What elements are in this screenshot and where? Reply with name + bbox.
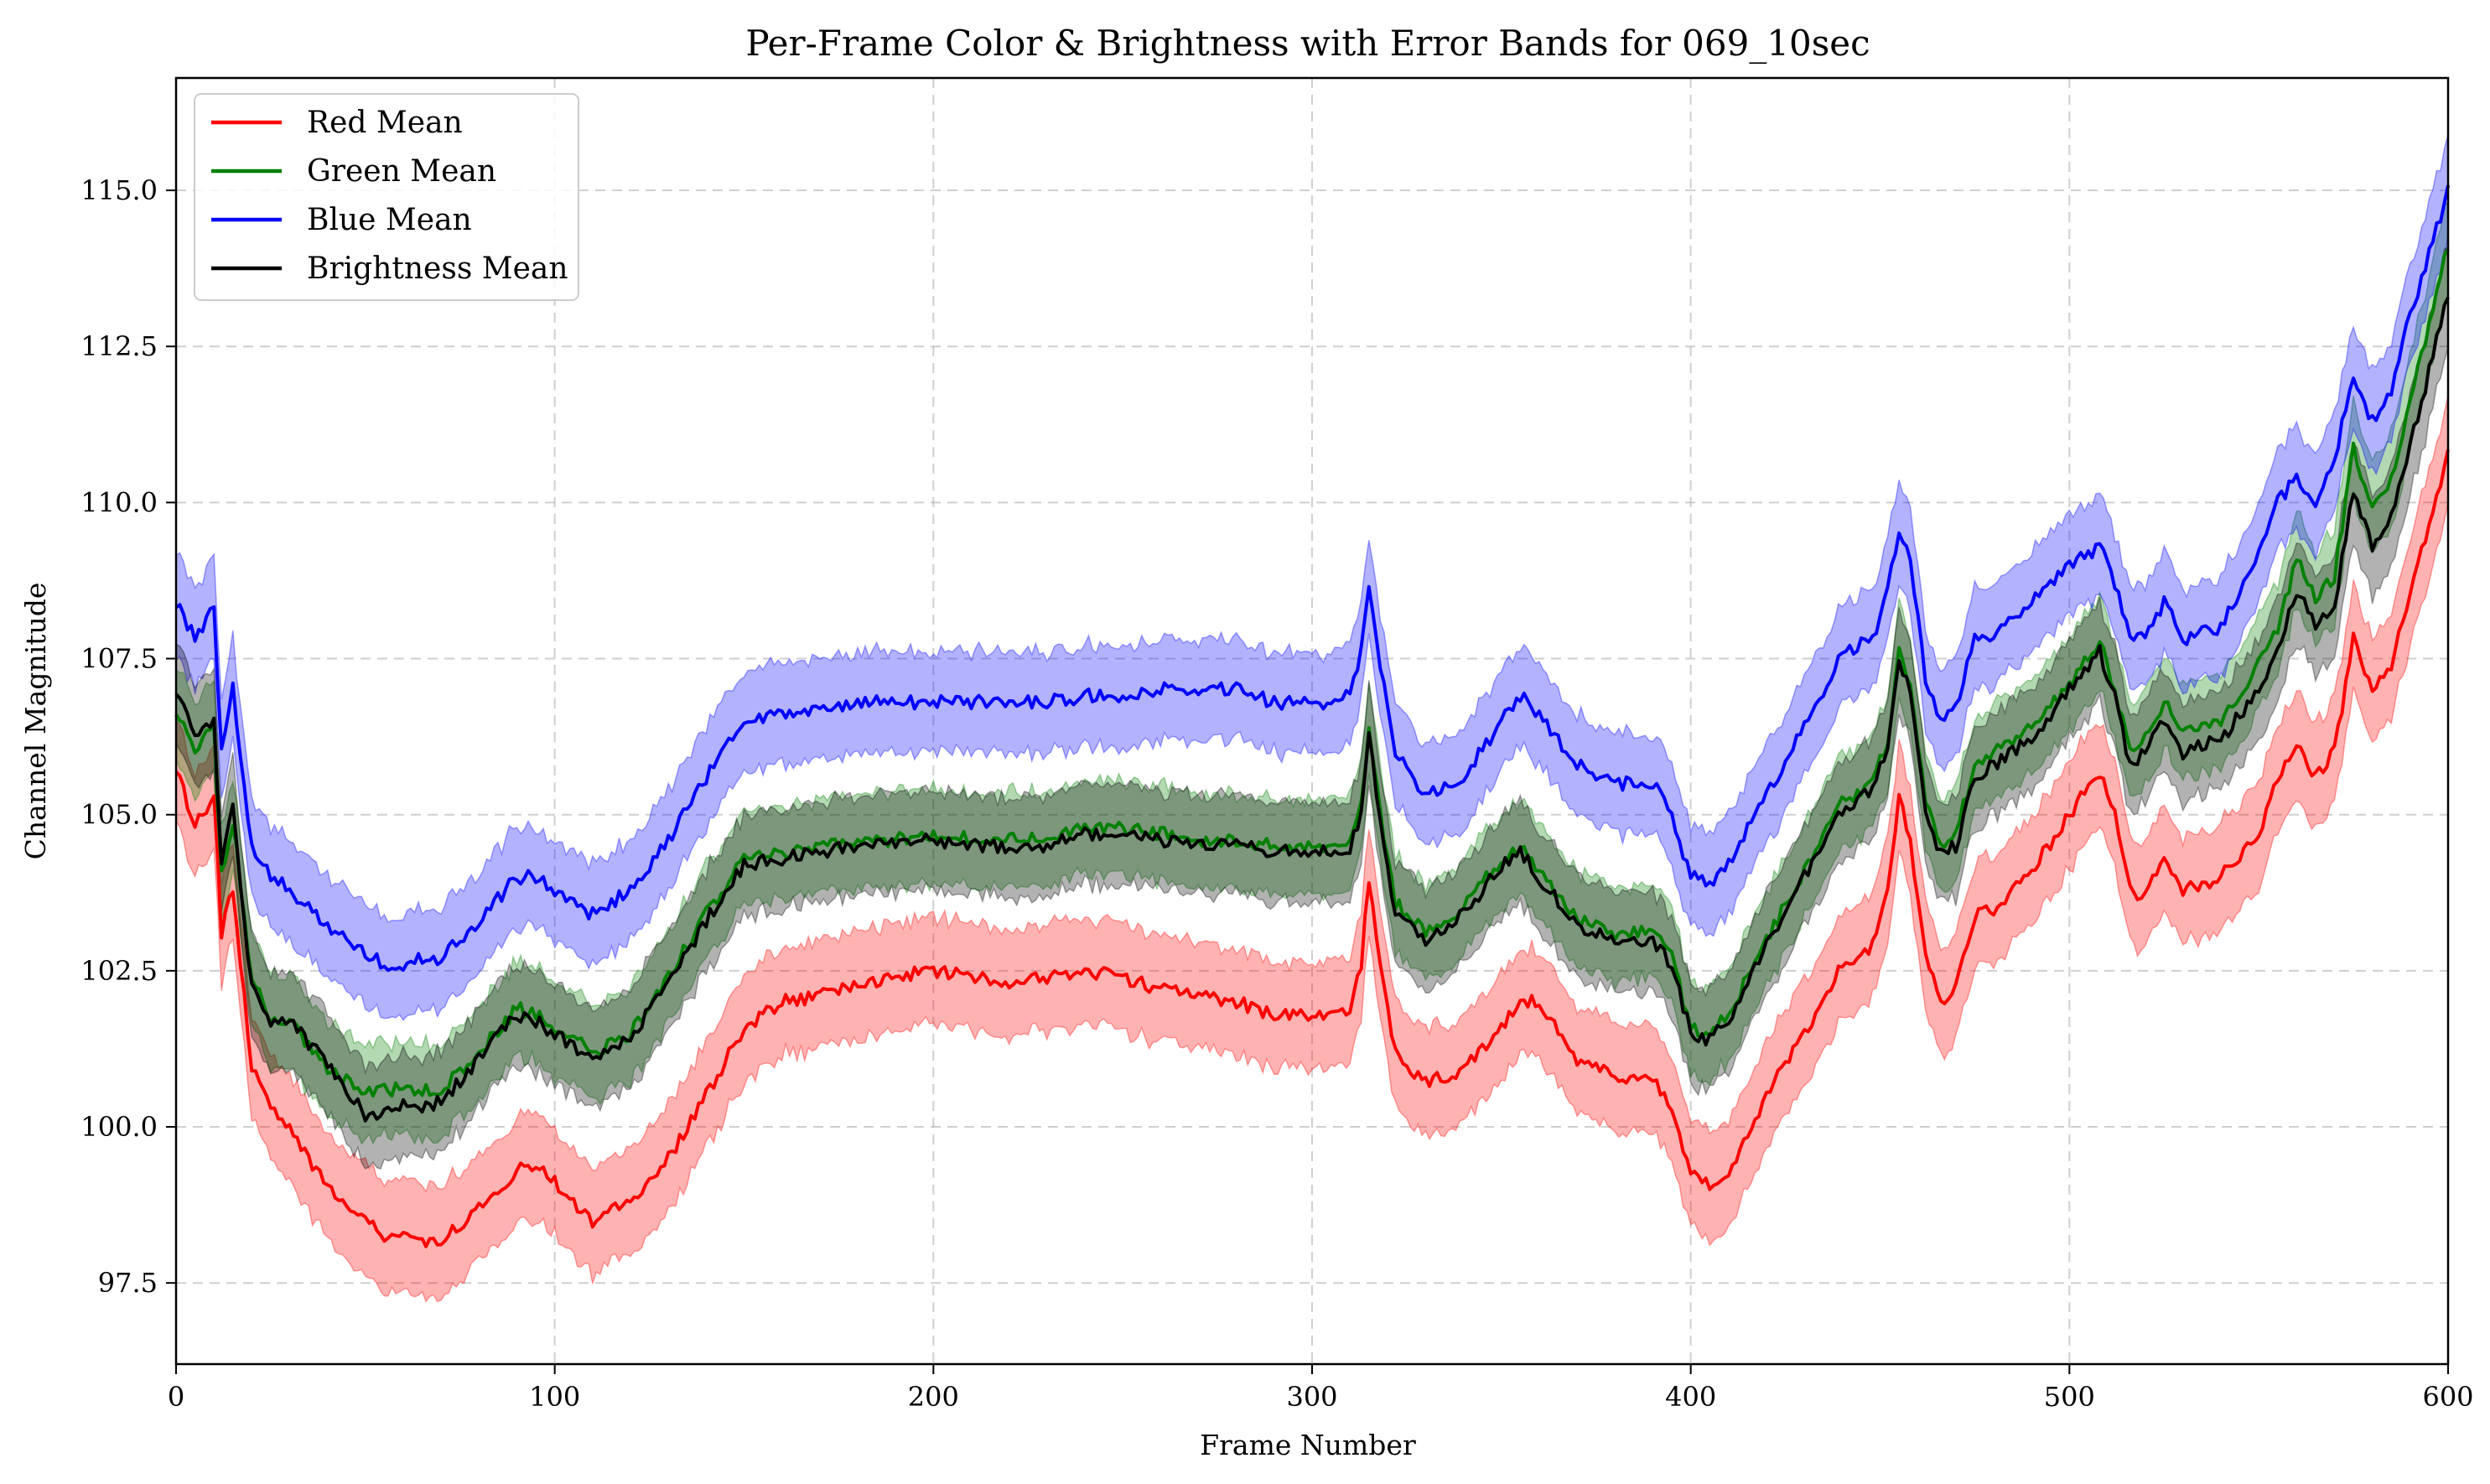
x-tick-label: 500 bbox=[2044, 1381, 2095, 1413]
legend-label: Green Mean bbox=[307, 154, 496, 189]
x-tick-label: 100 bbox=[529, 1381, 580, 1413]
legend-label: Blue Mean bbox=[307, 203, 472, 237]
y-axis-label: Channel Magnitude bbox=[19, 583, 52, 860]
x-tick-label: 200 bbox=[908, 1381, 959, 1413]
y-tick-label: 102.5 bbox=[80, 955, 158, 987]
y-tick-label: 110.0 bbox=[80, 486, 158, 518]
y-tick-label: 97.5 bbox=[98, 1267, 158, 1299]
legend-box bbox=[194, 93, 579, 301]
x-tick-label: 400 bbox=[1665, 1381, 1716, 1413]
series-lines bbox=[174, 184, 2450, 1248]
legend-label: Red Mean bbox=[307, 106, 463, 140]
series-line-red-mean bbox=[174, 449, 2450, 1248]
y-tick-label: 112.5 bbox=[80, 330, 158, 362]
series-line-brightness-mean bbox=[174, 296, 2450, 1123]
legend: Red Mean Green Mean Blue Mean Brightness Me… bbox=[194, 93, 579, 301]
series-line-blue-mean bbox=[174, 184, 2450, 973]
y-tick-label: 115.0 bbox=[80, 174, 158, 206]
y-tick-label: 100.0 bbox=[80, 1111, 158, 1143]
x-axis-ticks: 0 100 200 300 400 500 600 bbox=[168, 1364, 2474, 1413]
x-axis-label: Frame Number bbox=[1200, 1429, 1416, 1461]
y-tick-label: 107.5 bbox=[80, 643, 158, 675]
x-tick-label: 300 bbox=[1286, 1381, 1337, 1413]
y-axis-ticks: 97.5 100.0 102.5 105.0 107.5 110.0 112.5 115.0 bbox=[80, 174, 176, 1299]
chart-title: Per-Frame Color & Brightness with Error … bbox=[745, 23, 1870, 64]
x-tick-label: 0 bbox=[168, 1381, 184, 1413]
x-tick-label: 600 bbox=[2422, 1381, 2473, 1413]
legend-label: Brightness Mean bbox=[307, 252, 568, 286]
y-tick-label: 105.0 bbox=[80, 799, 158, 831]
